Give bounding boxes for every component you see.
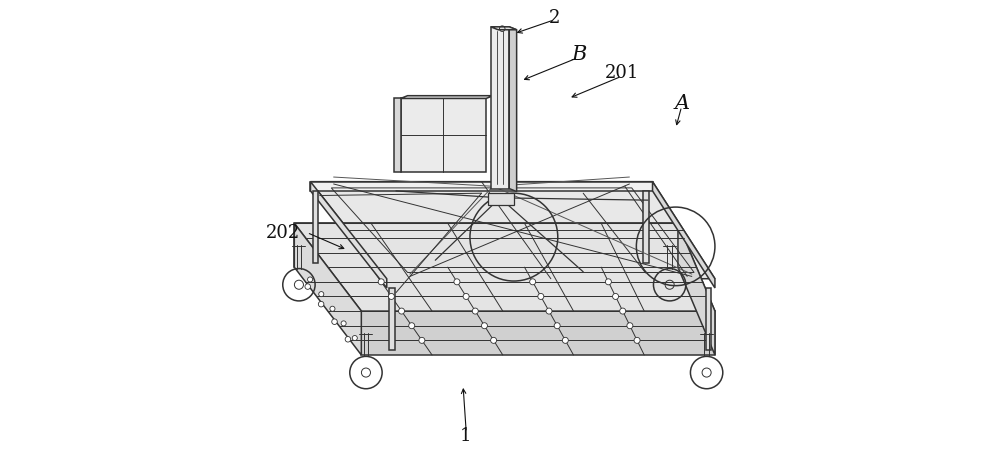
Polygon shape	[361, 311, 715, 355]
Circle shape	[308, 277, 313, 282]
Polygon shape	[294, 223, 361, 355]
Circle shape	[319, 292, 324, 297]
Circle shape	[605, 279, 611, 285]
Circle shape	[613, 293, 619, 299]
Circle shape	[409, 323, 415, 329]
Circle shape	[332, 319, 337, 325]
Circle shape	[634, 337, 640, 343]
Circle shape	[530, 279, 536, 285]
Circle shape	[538, 293, 544, 299]
Polygon shape	[394, 99, 401, 173]
Polygon shape	[678, 223, 715, 355]
Polygon shape	[491, 27, 517, 30]
Polygon shape	[313, 191, 318, 263]
Circle shape	[562, 337, 568, 343]
Text: B: B	[571, 45, 586, 64]
Text: A: A	[675, 93, 690, 113]
Polygon shape	[310, 182, 387, 288]
Circle shape	[330, 306, 335, 311]
Polygon shape	[643, 191, 649, 263]
Circle shape	[318, 301, 324, 307]
Circle shape	[454, 279, 460, 285]
Circle shape	[554, 323, 560, 329]
Circle shape	[305, 284, 310, 289]
Polygon shape	[509, 27, 517, 192]
Circle shape	[341, 321, 346, 326]
Circle shape	[472, 308, 478, 314]
Circle shape	[463, 293, 469, 299]
Polygon shape	[294, 223, 715, 311]
Circle shape	[620, 308, 626, 314]
Polygon shape	[294, 223, 678, 267]
Polygon shape	[653, 182, 715, 288]
Polygon shape	[310, 182, 653, 191]
Polygon shape	[488, 193, 514, 205]
Polygon shape	[310, 182, 715, 279]
Circle shape	[388, 293, 394, 299]
Circle shape	[627, 323, 633, 329]
Polygon shape	[401, 96, 493, 99]
Polygon shape	[706, 288, 711, 350]
Polygon shape	[401, 99, 486, 173]
Circle shape	[546, 308, 552, 314]
Text: 201: 201	[605, 64, 640, 82]
Text: 1: 1	[460, 427, 471, 445]
Circle shape	[399, 308, 405, 314]
Polygon shape	[389, 288, 395, 350]
Text: 2: 2	[548, 8, 560, 27]
Circle shape	[481, 323, 487, 329]
Circle shape	[378, 279, 384, 285]
Polygon shape	[491, 27, 509, 189]
Circle shape	[345, 337, 351, 342]
Text: 202: 202	[266, 224, 300, 241]
Circle shape	[491, 337, 497, 343]
Circle shape	[352, 336, 357, 340]
Circle shape	[419, 337, 425, 343]
